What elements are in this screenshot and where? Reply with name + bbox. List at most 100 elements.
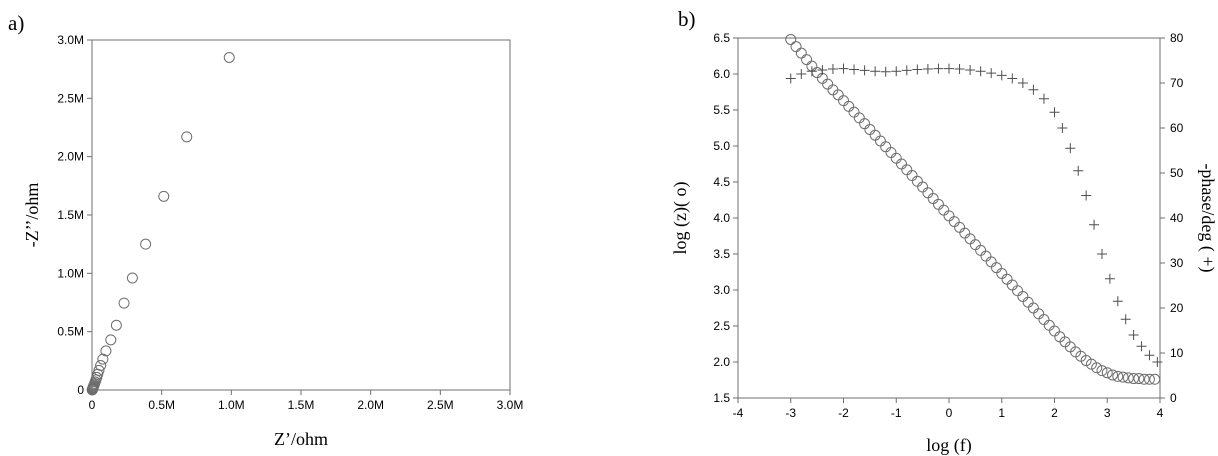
panel-b-phase-point: [817, 64, 828, 75]
panel-b-impedance-point: [1149, 373, 1161, 385]
panel-b-impedance-point: [1133, 373, 1145, 385]
panel-b-y-tick-label: 3.0: [713, 283, 730, 297]
panel-b-impedance-point: [948, 216, 960, 228]
panel-b-impedance-point: [1027, 302, 1039, 314]
panel-b-impedance-point: [785, 33, 797, 45]
panel-a-y-tick-label: 0: [77, 383, 84, 397]
panel-b-impedance-point: [1017, 290, 1029, 302]
panel-b-impedance-point: [874, 135, 886, 147]
panel-b-x-ticks: -4 -3 -2 -1 0 1 2 3 4: [733, 398, 1164, 420]
panel-a-data-point: [158, 190, 170, 202]
panel-b-phase-point: [1112, 296, 1123, 307]
panel-b-phase-point: [901, 65, 912, 76]
panel-b-impedance-point: [811, 67, 823, 79]
panel-b-x-tick-label: -3: [785, 406, 796, 420]
panel-b-phase-points: [785, 63, 1163, 367]
panel-b-x-tick-label: 2: [1051, 406, 1058, 420]
panel-b-impedance-point: [1117, 371, 1129, 383]
panel-a-data-point: [126, 272, 138, 284]
panel-b-impedance-point: [1033, 308, 1045, 320]
panel-b-y-axis-label: log (z)( o): [670, 182, 691, 255]
panel-b-impedance-point: [927, 193, 939, 205]
panel-b-impedance-point: [848, 106, 860, 118]
panel-b-phase-point: [1136, 341, 1147, 352]
panel-b-impedance-point: [885, 146, 897, 158]
panel-b-impedance-points: [785, 33, 1161, 385]
panel-b-y-tick-label: 6.5: [713, 31, 730, 45]
panel-b-phase-point: [1017, 78, 1028, 88]
panel-b-phase-point: [849, 64, 860, 75]
panel-b-phase-point: [933, 63, 944, 74]
panel-b-frame: [737, 37, 1161, 399]
panel-b-impedance-point: [943, 210, 955, 222]
panel-b-phase-point: [1038, 93, 1049, 104]
panel-b-phase-point: [1120, 314, 1131, 325]
panel-b-impedance-point: [901, 164, 913, 176]
panel-b-y2-tick-label: 10: [1170, 346, 1184, 360]
panel-b-y-tick-label: 4.0: [713, 211, 730, 225]
panel-a-x-tick-label: 1.5M: [288, 398, 315, 412]
panel-b-phase-point: [996, 70, 1007, 81]
panel-a-data-point: [86, 384, 98, 396]
panel-b-phase-point: [859, 65, 870, 76]
panel-b-phase-point: [954, 64, 965, 75]
panel-b-phase-point: [975, 66, 986, 77]
panel-b-impedance-point: [1006, 279, 1018, 291]
panel-b-y2-tick-label: 0: [1170, 391, 1177, 405]
panel-b-phase-point: [1152, 357, 1163, 367]
panel-a-data-point: [223, 52, 235, 63]
panel-b-x-tick-label: 4: [1157, 406, 1164, 420]
panel-b-phase-point: [1128, 330, 1139, 340]
panel-b-y2-tick-label: 80: [1170, 31, 1184, 45]
panel-b-phase-point: [1057, 123, 1068, 133]
panel-a-y-tick-label: 3.0M: [57, 33, 84, 47]
panel-b-impedance-point: [917, 181, 929, 193]
panel-b-y2-tick-label: 30: [1170, 256, 1184, 270]
panel-b-impedance-point: [996, 267, 1008, 279]
panel-b-y-tick-label: 2.5: [713, 319, 730, 333]
panel-b-impedance-point: [890, 152, 902, 164]
panel-a-points: [86, 52, 235, 396]
panel-b-impedance-point: [896, 158, 908, 170]
panel-b-impedance-point: [1096, 365, 1108, 377]
panel-b-y-tick-label: 6.0: [713, 67, 730, 81]
panel-b-phase-point: [1007, 73, 1018, 84]
panel-a-y-tick-label: 0.5M: [57, 325, 84, 339]
panel-b-y-tick-label: 3.5: [713, 247, 730, 261]
panel-b-phase-point: [785, 73, 796, 84]
panel-b-y-tick-label: 1.5: [713, 391, 730, 405]
panel-b-impedance-point: [869, 129, 881, 141]
panel-b-impedance-point: [853, 112, 865, 124]
panel-b-phase-point: [870, 66, 881, 77]
panel-b-impedance-point: [790, 41, 802, 53]
panel-a-y-ticks: 0 0.5M 1.0M 1.5M 2.0M 2.5M 3.0M: [57, 33, 92, 397]
panel-b-y2-tick-label: 60: [1170, 121, 1184, 135]
panel-b-phase-point: [1028, 84, 1039, 95]
panel-a-data-point: [140, 238, 152, 250]
panel-b-impedance-point: [985, 256, 997, 268]
panel-b-x-tick-label: -1: [891, 406, 902, 420]
panel-b-phase-point: [1073, 165, 1084, 176]
panel-b-phase-point: [1065, 143, 1076, 154]
panel-b-phase-point: [986, 68, 997, 79]
panel-b-phase-point: [1096, 249, 1107, 259]
panel-b-y-tick-label: 4.5: [713, 175, 730, 189]
panel-b-x-tick-label: -4: [733, 406, 744, 420]
panel-b-y2-axis-label: -phase/deg ( +): [1197, 163, 1218, 272]
panel-a-data-point: [110, 319, 122, 331]
panel-b-impedance-point: [1143, 373, 1155, 385]
panel-a-y-tick-label: 2.5M: [57, 91, 84, 105]
panel-b-impedance-point: [1128, 373, 1140, 385]
panel-b-impedance-point: [1101, 367, 1113, 379]
panel-b-impedance-point: [801, 54, 813, 66]
panel-b-impedance-point: [1138, 373, 1150, 385]
panel-a-x-tick-label: 0: [89, 398, 96, 412]
panel-b-impedance-point: [906, 170, 918, 182]
panel-b-impedance-point: [1038, 314, 1050, 326]
panel-a-data-point: [181, 131, 193, 143]
panel-a-y-tick-label: 1.0M: [57, 266, 84, 280]
panel-b-impedance-point: [938, 204, 950, 216]
panel-b-impedance-point: [795, 47, 807, 59]
panel-a-y-tick-label: 1.5M: [57, 208, 84, 222]
